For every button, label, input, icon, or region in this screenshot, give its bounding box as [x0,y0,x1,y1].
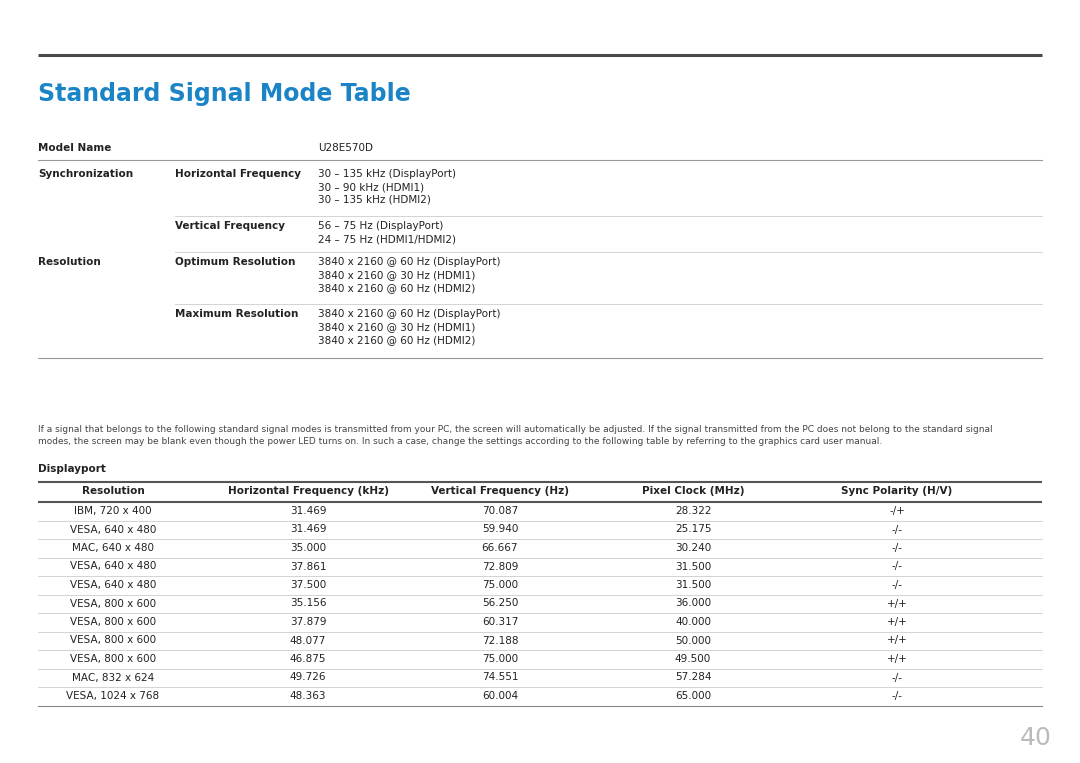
Text: 48.077: 48.077 [289,636,326,645]
Text: Synchronization: Synchronization [38,169,133,179]
Text: Standard Signal Mode Table: Standard Signal Mode Table [38,82,410,106]
Text: MAC, 832 x 624: MAC, 832 x 624 [72,672,154,682]
Text: 72.809: 72.809 [482,562,518,571]
Text: 37.861: 37.861 [289,562,326,571]
Text: modes, the screen may be blank even though the power LED turns on. In such a cas: modes, the screen may be blank even thou… [38,437,882,446]
Text: 28.322: 28.322 [675,506,712,516]
Text: 36.000: 36.000 [675,598,711,609]
Text: +/+: +/+ [887,636,907,645]
Text: MAC, 640 x 480: MAC, 640 x 480 [72,543,154,553]
Text: -/-: -/- [891,691,903,701]
Text: Model Name: Model Name [38,143,111,153]
Text: 40: 40 [1021,726,1052,750]
Text: 31.500: 31.500 [675,580,711,590]
Text: 30 – 135 kHz (DisplayPort): 30 – 135 kHz (DisplayPort) [318,169,456,179]
Text: Horizontal Frequency (kHz): Horizontal Frequency (kHz) [228,486,389,496]
Text: -/-: -/- [891,543,903,553]
Text: 3840 x 2160 @ 60 Hz (DisplayPort): 3840 x 2160 @ 60 Hz (DisplayPort) [318,257,500,267]
Text: 70.087: 70.087 [482,506,518,516]
Text: +/+: +/+ [887,598,907,609]
Text: 46.875: 46.875 [289,654,326,664]
Text: Resolution: Resolution [38,257,100,267]
Text: 3840 x 2160 @ 60 Hz (HDMI2): 3840 x 2160 @ 60 Hz (HDMI2) [318,335,475,345]
Text: 56.250: 56.250 [482,598,518,609]
Text: IBM, 720 x 400: IBM, 720 x 400 [75,506,152,516]
Text: 31.469: 31.469 [289,506,326,516]
Text: 3840 x 2160 @ 60 Hz (DisplayPort): 3840 x 2160 @ 60 Hz (DisplayPort) [318,309,500,319]
Text: Resolution: Resolution [82,486,145,496]
Text: -/-: -/- [891,580,903,590]
Text: 56 – 75 Hz (DisplayPort): 56 – 75 Hz (DisplayPort) [318,221,444,231]
Text: 30 – 135 kHz (HDMI2): 30 – 135 kHz (HDMI2) [318,195,431,205]
Text: 59.940: 59.940 [482,524,518,535]
Text: Vertical Frequency: Vertical Frequency [175,221,285,231]
Text: 35.156: 35.156 [289,598,326,609]
Text: Optimum Resolution: Optimum Resolution [175,257,295,267]
Text: 40.000: 40.000 [675,617,711,627]
Text: 57.284: 57.284 [675,672,712,682]
Text: -/-: -/- [891,524,903,535]
Text: 3840 x 2160 @ 30 Hz (HDMI1): 3840 x 2160 @ 30 Hz (HDMI1) [318,270,475,280]
Text: 3840 x 2160 @ 60 Hz (HDMI2): 3840 x 2160 @ 60 Hz (HDMI2) [318,283,475,293]
Text: 25.175: 25.175 [675,524,712,535]
Text: 35.000: 35.000 [289,543,326,553]
Text: VESA, 800 x 600: VESA, 800 x 600 [70,598,157,609]
Text: 50.000: 50.000 [675,636,711,645]
Text: 60.317: 60.317 [482,617,518,627]
Text: 48.363: 48.363 [289,691,326,701]
Text: VESA, 800 x 600: VESA, 800 x 600 [70,654,157,664]
Text: 30.240: 30.240 [675,543,711,553]
Text: VESA, 800 x 600: VESA, 800 x 600 [70,617,157,627]
Text: 60.004: 60.004 [482,691,518,701]
Text: U28E570D: U28E570D [318,143,373,153]
Text: Horizontal Frequency: Horizontal Frequency [175,169,301,179]
Text: -/-: -/- [891,562,903,571]
Text: 31.500: 31.500 [675,562,711,571]
Text: 65.000: 65.000 [675,691,711,701]
Text: Displayport: Displayport [38,464,106,474]
Text: VESA, 640 x 480: VESA, 640 x 480 [70,580,157,590]
Text: 66.667: 66.667 [482,543,518,553]
Text: 3840 x 2160 @ 30 Hz (HDMI1): 3840 x 2160 @ 30 Hz (HDMI1) [318,322,475,332]
Text: 31.469: 31.469 [289,524,326,535]
Text: 24 – 75 Hz (HDMI1/HDMI2): 24 – 75 Hz (HDMI1/HDMI2) [318,234,456,244]
Text: Pixel Clock (MHz): Pixel Clock (MHz) [642,486,744,496]
Text: If a signal that belongs to the following standard signal modes is transmitted f: If a signal that belongs to the followin… [38,425,993,434]
Text: +/+: +/+ [887,654,907,664]
Text: Sync Polarity (H/V): Sync Polarity (H/V) [841,486,953,496]
Text: Vertical Frequency (Hz): Vertical Frequency (Hz) [431,486,569,496]
Text: -/-: -/- [891,672,903,682]
Text: 74.551: 74.551 [482,672,518,682]
Text: VESA, 800 x 600: VESA, 800 x 600 [70,636,157,645]
Text: 75.000: 75.000 [482,580,518,590]
Text: Maximum Resolution: Maximum Resolution [175,309,298,319]
Text: VESA, 640 x 480: VESA, 640 x 480 [70,524,157,535]
Text: VESA, 640 x 480: VESA, 640 x 480 [70,562,157,571]
Text: 37.500: 37.500 [289,580,326,590]
Text: 75.000: 75.000 [482,654,518,664]
Text: 30 – 90 kHz (HDMI1): 30 – 90 kHz (HDMI1) [318,182,424,192]
Text: 72.188: 72.188 [482,636,518,645]
Text: VESA, 1024 x 768: VESA, 1024 x 768 [67,691,160,701]
Text: 49.726: 49.726 [289,672,326,682]
Text: 49.500: 49.500 [675,654,711,664]
Text: 37.879: 37.879 [289,617,326,627]
Text: +/+: +/+ [887,617,907,627]
Text: -/+: -/+ [889,506,905,516]
